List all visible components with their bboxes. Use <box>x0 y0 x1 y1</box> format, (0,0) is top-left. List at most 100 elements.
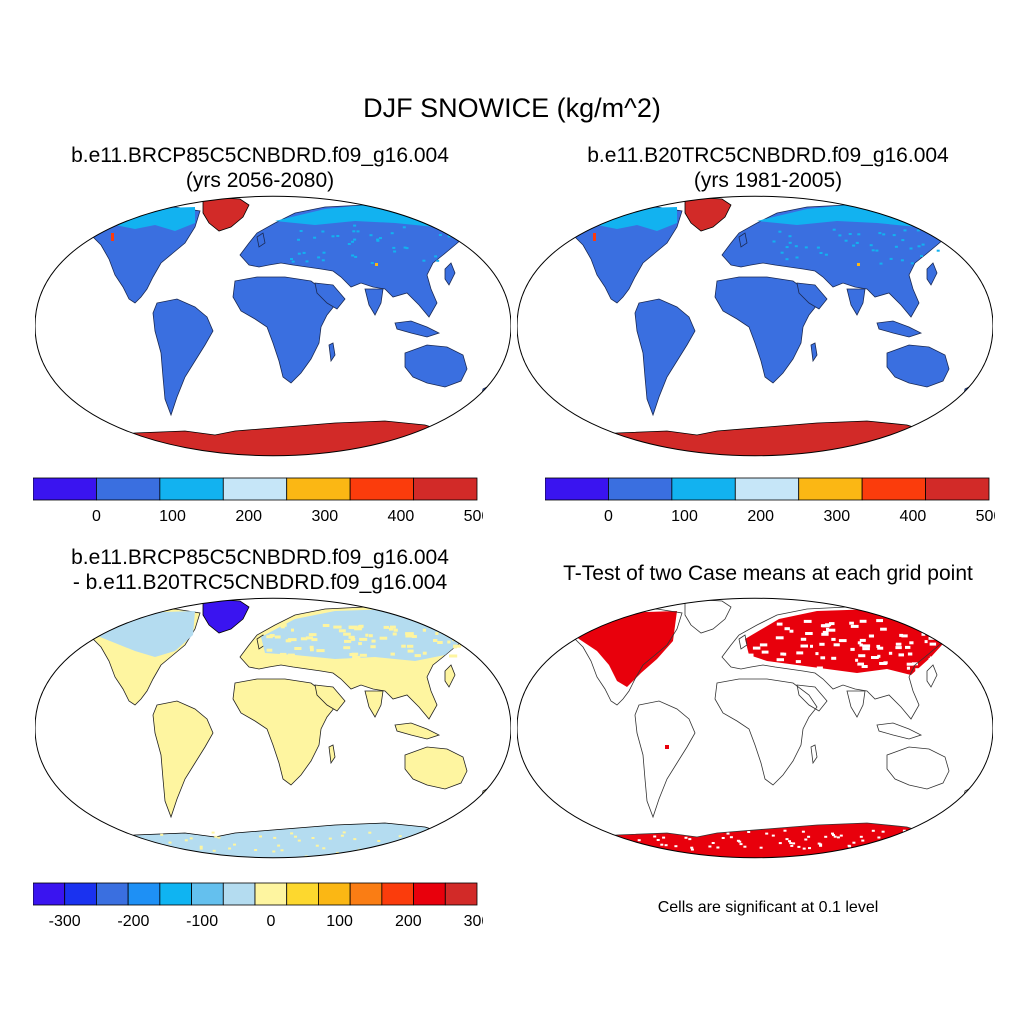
colorbar-tick-label: 0 <box>92 508 101 525</box>
nonsig-cell <box>915 847 919 850</box>
colorbar-box <box>96 477 161 501</box>
colorbar-box <box>349 477 414 501</box>
nonsig-cell <box>819 642 825 646</box>
nonsig-cell <box>771 834 775 837</box>
diff-cell <box>350 637 356 641</box>
diff-cell <box>349 653 357 656</box>
snow-cell <box>819 252 823 254</box>
land-indonesia <box>394 722 441 740</box>
land-southAmerica <box>152 298 214 417</box>
nonsig-cell <box>645 845 649 848</box>
diff-cell <box>348 625 358 629</box>
diff-cell <box>328 837 332 840</box>
diff-cell <box>287 638 297 642</box>
nonsig-cell <box>747 653 754 657</box>
diff-cell <box>435 632 439 635</box>
nonsig-cell <box>759 846 763 849</box>
nonsig-cell <box>816 666 823 670</box>
land-japan <box>444 664 456 688</box>
diff-cell <box>113 840 117 843</box>
nonsig-cell <box>871 656 879 659</box>
land-japan <box>926 664 938 688</box>
diff-cell <box>182 855 186 858</box>
nonsig-cell <box>639 847 643 849</box>
diff-cell <box>449 654 458 658</box>
panel2-title: b.e11.B20TRC5CNBDRD.f09_g16.004 (yrs 198… <box>518 143 1018 193</box>
colorbar-tick-label: 200 <box>395 913 422 930</box>
snow-cell <box>871 249 875 252</box>
nonsig-cell <box>788 840 791 843</box>
colorbar-tick-label: 100 <box>159 508 186 525</box>
snow-cell <box>921 243 925 246</box>
land-australia <box>404 746 468 790</box>
map-ttest-significance <box>517 597 993 859</box>
diff-cell <box>389 625 396 629</box>
nonsig-cell <box>898 653 904 657</box>
nonsig-cell <box>848 845 852 848</box>
map-border <box>35 195 511 457</box>
map-future-snowice <box>35 195 511 457</box>
snow-cell <box>889 257 893 260</box>
diff-cell <box>308 633 317 637</box>
snow-cell <box>354 255 358 258</box>
colorbar-box <box>444 882 478 906</box>
nonsig-cell <box>796 651 804 655</box>
land-indonesia <box>394 320 441 338</box>
colorbar-box <box>159 477 224 501</box>
diff-cell <box>280 849 284 852</box>
land-europeAsia <box>721 204 952 318</box>
snow-cell <box>352 230 356 233</box>
colorbar-box <box>413 882 446 906</box>
nonsig-cell <box>660 843 664 846</box>
nonsig-cell <box>795 660 801 664</box>
diff-cell <box>383 625 389 629</box>
diff-cell <box>338 629 346 633</box>
map-border <box>517 597 993 859</box>
nonsig-cell <box>800 644 808 648</box>
colorbar-box <box>925 477 990 501</box>
diff-cell <box>368 634 373 638</box>
diff-cell <box>233 843 236 846</box>
nonsig-cell <box>934 656 939 660</box>
nonsig-cell <box>785 838 789 841</box>
land-africa <box>714 678 818 786</box>
diff-cell <box>371 639 376 643</box>
snow-cell <box>920 255 923 257</box>
snow-cell <box>794 245 798 248</box>
nonsig-cell <box>836 836 840 839</box>
nonsig-cell <box>859 835 863 838</box>
land-australia <box>404 344 468 388</box>
snow-cell <box>379 237 382 240</box>
snow-cell <box>869 244 873 247</box>
diff-cell <box>422 651 427 655</box>
snow-cell <box>772 240 776 243</box>
snow-cell <box>376 238 380 241</box>
colorbar-box <box>349 882 383 906</box>
nonsig-cell <box>798 667 804 671</box>
diff-cell <box>315 844 319 847</box>
nonsig-cell <box>776 658 784 662</box>
nonsig-cell <box>916 621 922 625</box>
land-arabia <box>796 282 828 310</box>
land-japan <box>926 262 938 286</box>
snow-cell <box>916 229 920 232</box>
diff-cell <box>411 852 415 855</box>
diff-cell <box>279 652 287 656</box>
land-madagascar <box>328 342 336 363</box>
diff-cell <box>305 636 313 640</box>
diff-cell <box>359 653 367 657</box>
snow-cell-high <box>857 263 860 266</box>
nonsig-cell <box>880 627 887 631</box>
nonsig-cell <box>776 622 783 626</box>
colorbar-box <box>671 477 736 501</box>
diff-cell <box>428 849 431 852</box>
land-uk <box>256 232 266 248</box>
diff-cell <box>168 841 172 844</box>
nonsig-cell <box>703 830 706 833</box>
colorbar-box <box>33 882 66 906</box>
colorbar-tick-label: 300 <box>464 913 483 930</box>
nonsig-cell <box>907 652 913 656</box>
snow-cell <box>351 240 354 243</box>
nonsig-cell <box>824 835 828 838</box>
nonsig-cell <box>905 645 911 649</box>
